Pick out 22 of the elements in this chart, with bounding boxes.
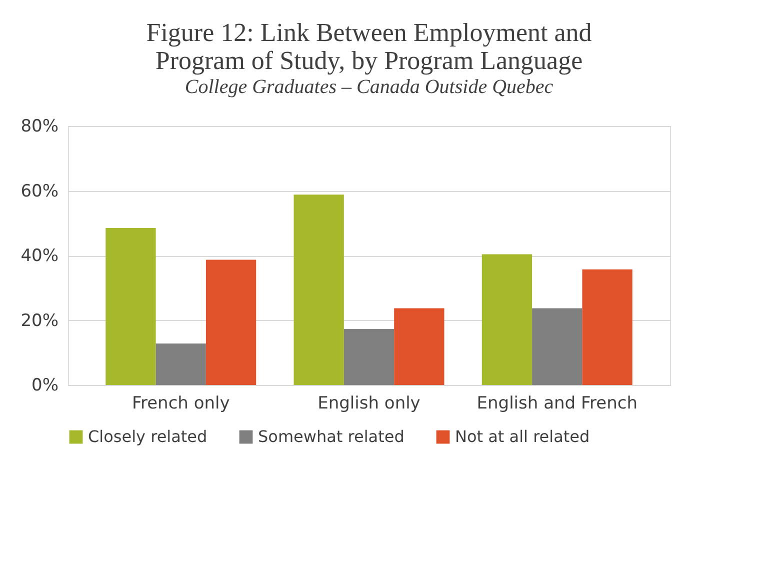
bar <box>156 344 206 385</box>
legend-label: Somewhat related <box>258 427 404 446</box>
bar <box>394 308 444 385</box>
bar <box>582 269 632 385</box>
x-tick-label: English only <box>318 394 420 414</box>
chart-subtitle: College Graduates – Canada Outside Quebec <box>184 76 554 98</box>
bar <box>206 260 256 385</box>
chart-title: Figure 12: Link Between Employment and Program of Study, by Program Language <box>146 18 592 75</box>
x-tick-label: French only <box>132 394 230 414</box>
y-tick-label: 80% <box>20 116 58 136</box>
bar <box>294 194 344 385</box>
bar <box>344 328 394 385</box>
bar <box>532 308 582 385</box>
x-tick-label: English and French <box>476 394 638 414</box>
legend-label: Closely related <box>88 427 208 446</box>
y-tick-label: 20% <box>20 310 58 331</box>
bar <box>482 254 532 385</box>
bar <box>106 228 156 385</box>
y-tick-label: 0% <box>32 376 58 396</box>
y-tick-label: 40% <box>20 246 58 266</box>
y-tick-label: 60% <box>20 181 58 202</box>
legend-label: Not at all related <box>455 427 590 446</box>
